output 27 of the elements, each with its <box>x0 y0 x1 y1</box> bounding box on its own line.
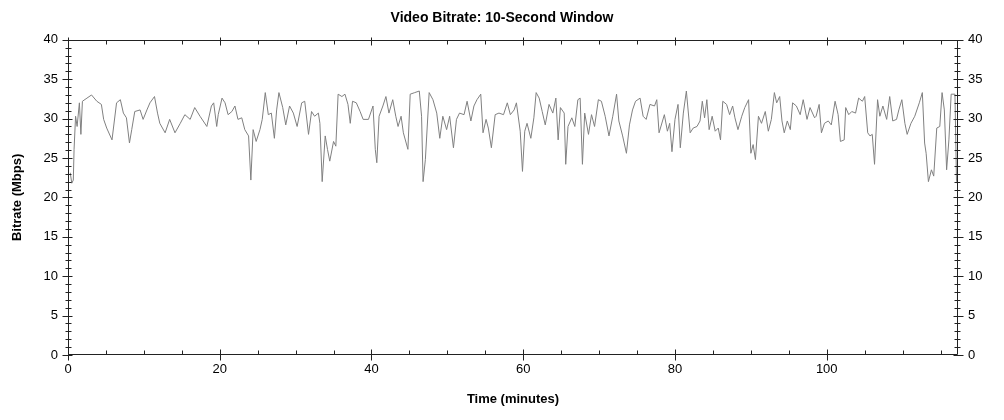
y2-tick-label: 5 <box>968 307 976 323</box>
y2-tick-label: 20 <box>968 188 983 204</box>
y-tick-label: 25 <box>43 149 58 165</box>
y-tick-label: 30 <box>43 110 58 126</box>
y-tick-label: 10 <box>43 267 58 283</box>
y-tick-label: 20 <box>43 188 58 204</box>
y-tick-label: 40 <box>43 31 58 47</box>
y-tick-label: 5 <box>50 307 58 323</box>
y-tick-label: 15 <box>43 228 58 244</box>
y2-tick-label: 15 <box>968 228 983 244</box>
y2-tick-label: 10 <box>968 267 983 283</box>
y2-tick-label: 25 <box>968 149 983 165</box>
x-axis-title: Time (minutes) <box>466 390 560 406</box>
x-tick-label: 100 <box>815 361 838 377</box>
x-tick-label: 60 <box>516 361 531 377</box>
y2-tick-label: 35 <box>968 70 983 86</box>
y2-tick-label: 30 <box>968 110 983 126</box>
x-tick-label: 20 <box>212 361 227 377</box>
x-tick-label: 0 <box>64 361 72 377</box>
x-tick-label: 80 <box>667 361 683 377</box>
y-axis-title: Bitrate (Mbps) <box>9 153 25 242</box>
y2-tick-label: 40 <box>968 31 983 47</box>
y2-tick-label: 0 <box>968 346 976 362</box>
x-tick-label: 40 <box>364 361 379 377</box>
y-tick-label: 0 <box>50 346 58 362</box>
y-tick-label: 35 <box>43 70 58 86</box>
chart-title: Video Bitrate: 10-Second Window <box>390 9 614 26</box>
